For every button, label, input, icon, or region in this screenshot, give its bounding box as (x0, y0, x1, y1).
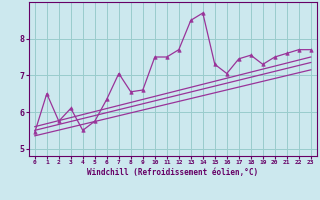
X-axis label: Windchill (Refroidissement éolien,°C): Windchill (Refroidissement éolien,°C) (87, 168, 258, 177)
